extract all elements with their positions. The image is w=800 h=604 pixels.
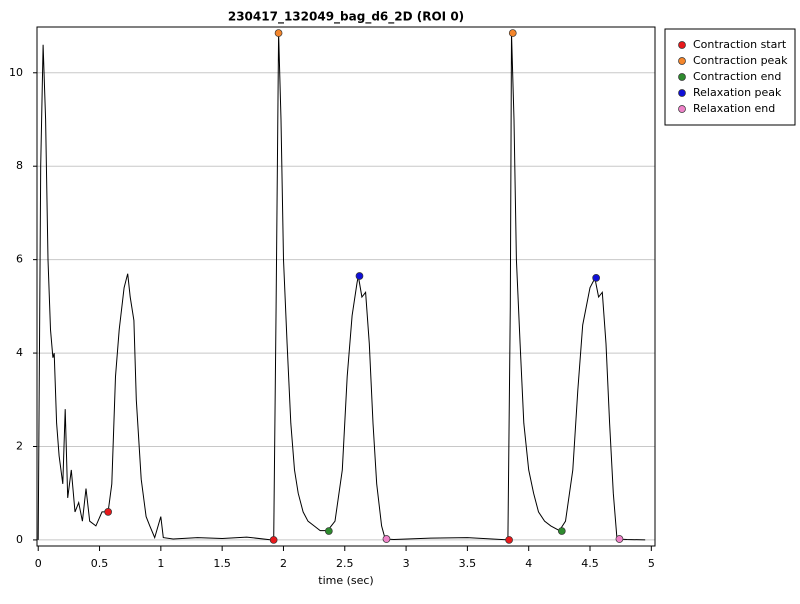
y-tick-label: 0 <box>16 533 23 546</box>
event-marker <box>508 29 517 37</box>
y-tick-label: 8 <box>16 159 23 172</box>
legend-label: Relaxation end <box>693 102 775 115</box>
legend-label: Relaxation peak <box>693 86 782 99</box>
legend-box <box>664 28 796 126</box>
legend-marker <box>678 105 686 113</box>
x-tick-label: 1.5 <box>213 557 231 570</box>
x-axis-label: time (sec) <box>318 574 373 587</box>
event-marker <box>382 535 391 543</box>
event-marker <box>355 272 364 280</box>
event-marker <box>324 527 333 535</box>
x-tick-label: 4 <box>525 557 532 570</box>
x-tick-label: 1 <box>157 557 164 570</box>
event-marker <box>615 535 624 543</box>
x-tick-label: 0 <box>35 557 42 570</box>
event-marker <box>557 527 566 535</box>
x-tick-label: 4.5 <box>581 557 599 570</box>
x-tick-label: 0.5 <box>91 557 109 570</box>
event-marker <box>505 536 513 544</box>
legend-marker <box>678 73 686 81</box>
x-tick-label: 2 <box>280 557 287 570</box>
legend-label: Contraction end <box>693 70 781 83</box>
plot-frame <box>36 26 656 547</box>
legend-label: Contraction peak <box>693 54 788 67</box>
x-tick-label: 3 <box>403 557 410 570</box>
event-marker <box>104 508 112 516</box>
chart-title: 230417_132049_bag_d6_2D (ROI 0) <box>228 10 464 25</box>
x-tick-label: 3.5 <box>459 557 477 570</box>
y-tick-label: 6 <box>16 253 23 266</box>
legend-marker <box>678 57 686 65</box>
event-marker <box>269 536 278 544</box>
y-tick-label: 4 <box>16 346 23 359</box>
legend-marker <box>678 41 686 49</box>
event-marker <box>274 29 283 37</box>
x-tick-label: 2.5 <box>336 557 354 570</box>
y-tick-label: 10 <box>9 66 23 79</box>
y-tick-label: 2 <box>16 439 23 452</box>
event-marker <box>592 274 600 282</box>
legend-label: Contraction start <box>693 38 787 51</box>
trace-line <box>37 33 646 541</box>
x-tick-label: 5 <box>648 557 655 570</box>
legend-marker <box>678 89 686 97</box>
